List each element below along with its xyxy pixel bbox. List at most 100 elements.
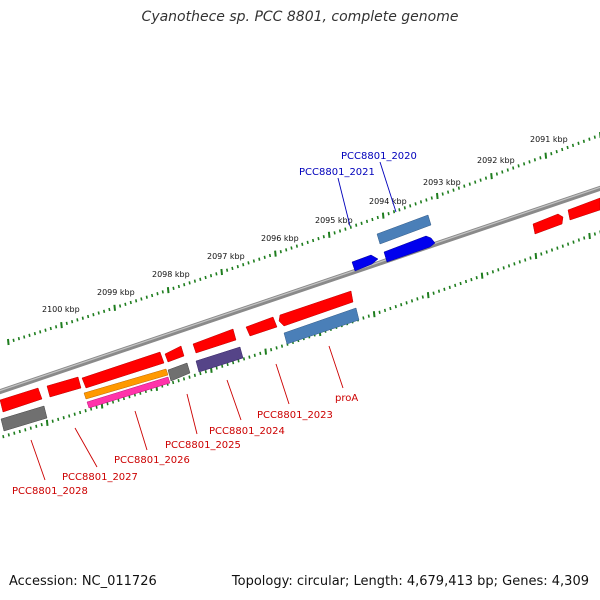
scale-tick [242, 263, 245, 267]
topology-text: Topology: circular; Length: 4,679,413 bp… [231, 574, 589, 589]
scale-tick [518, 260, 521, 264]
leader-line-2026 [134, 410, 148, 451]
cds-feature-2025[interactable] [195, 346, 244, 373]
cds-feature-gray[interactable] [0, 405, 48, 432]
scale-tick [231, 266, 234, 271]
scale-tick [432, 291, 435, 295]
scale-tick [199, 371, 202, 376]
scale-tick [55, 325, 58, 329]
scale-tick [87, 314, 90, 319]
scale-tick [475, 276, 478, 280]
leader-line-2024 [226, 379, 242, 421]
cds-feature-2020[interactable] [376, 214, 432, 245]
scale-tick [290, 246, 293, 250]
cds-feature[interactable] [351, 254, 379, 272]
scale-label-2100: 2100 kbp [42, 305, 80, 314]
scale-tick [378, 310, 381, 314]
cds-feature-2024[interactable] [192, 328, 237, 354]
cds-feature-2026[interactable] [81, 351, 165, 389]
leader-line-2028 [30, 439, 46, 481]
leader-line-2020 [379, 161, 397, 213]
scale-tick [464, 279, 468, 284]
gene-label-2021[interactable]: PCC8801_2021 [299, 167, 375, 178]
scale-tick [550, 152, 553, 156]
cds-feature-orange[interactable] [83, 368, 169, 400]
scale-tick [394, 304, 397, 309]
scale-tick [40, 422, 43, 427]
gene-label-2025[interactable]: PCC8801_2025 [165, 440, 241, 451]
scale-tick [17, 336, 20, 341]
cds-feature[interactable] [167, 362, 191, 382]
scale-tick [199, 277, 202, 281]
scale-tick [338, 229, 342, 233]
cds-feature-proa[interactable] [278, 290, 354, 327]
scale-tick [398, 208, 401, 212]
leader-line-2023 [275, 363, 290, 405]
scale-tick [166, 287, 170, 294]
scale-tick [172, 286, 175, 290]
scale-tick [479, 178, 482, 182]
scale-tick [306, 240, 309, 245]
scale-tick [113, 304, 116, 311]
scale-tick [232, 360, 235, 365]
scale-tick [79, 410, 82, 415]
scale-tick [2, 434, 5, 439]
cds-feature[interactable] [245, 316, 278, 337]
gene-label-2026[interactable]: PCC8801_2026 [114, 455, 190, 466]
scale-tick [571, 143, 575, 148]
scale-tick [513, 262, 516, 266]
scale-tick [57, 417, 60, 422]
scale-tick [349, 225, 352, 229]
scale-tick [135, 299, 138, 303]
scale-tick [502, 266, 505, 270]
scale-tick [593, 135, 596, 139]
scale-label-2093: 2093 kbp [423, 178, 461, 187]
scale-tick [588, 137, 591, 141]
scale-tick [322, 235, 325, 239]
scale-tick [430, 196, 433, 200]
gene-label-2024[interactable]: PCC8801_2024 [209, 426, 285, 437]
scale-tick [90, 407, 93, 411]
scale-tick [76, 318, 79, 322]
scale-tick [470, 277, 473, 282]
genome-backbone [0, 185, 600, 395]
scale-tick [409, 204, 412, 208]
scale-tick [491, 270, 494, 274]
map-title: Cyanothece sp. PCC 8801, complete genome [141, 9, 459, 25]
gene-label-2020[interactable]: PCC8801_2020 [341, 151, 417, 162]
scale-tick [237, 359, 240, 363]
scale-tick [371, 217, 374, 222]
scale-tick [572, 240, 575, 244]
cds-feature-magenta[interactable] [86, 376, 171, 409]
scale-tick [582, 139, 585, 143]
scale-tick [193, 373, 196, 377]
scale-tick [545, 250, 548, 254]
scale-tick [68, 414, 71, 418]
cds-feature-2023[interactable] [283, 307, 360, 345]
scale-tick [188, 375, 191, 379]
cds-feature-2021[interactable] [383, 235, 436, 263]
cds-feature[interactable] [532, 213, 564, 235]
scale-tick [204, 275, 207, 280]
scale-tick [583, 236, 586, 240]
cds-feature-2027[interactable] [46, 376, 82, 398]
scale-tick [295, 244, 298, 248]
gene-label-2023[interactable]: PCC8801_2023 [257, 410, 333, 421]
scale-tick [556, 246, 559, 250]
scale-tick [529, 256, 532, 260]
gene-label-proa[interactable]: proA [335, 393, 358, 404]
gene-label-2028[interactable]: PCC8801_2028 [12, 486, 88, 497]
cds-feature[interactable] [567, 197, 600, 221]
scale-tick [327, 231, 331, 238]
scale-tick [177, 284, 180, 289]
scale-tick [517, 164, 520, 168]
scale-tick [279, 250, 282, 254]
cds-feature-2028[interactable] [0, 387, 43, 413]
cds-feature[interactable] [164, 345, 185, 363]
gene-label-2027[interactable]: PCC8801_2027 [62, 472, 138, 483]
scale-tick [275, 346, 278, 350]
scale-tick [486, 272, 489, 276]
scale-tick [129, 300, 132, 305]
scale-tick [577, 141, 580, 145]
